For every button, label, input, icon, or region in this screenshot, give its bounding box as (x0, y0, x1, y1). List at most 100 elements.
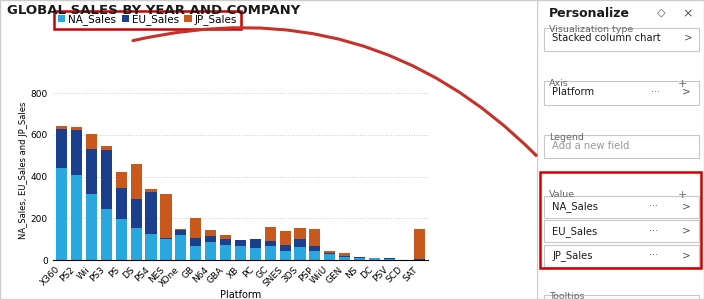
Bar (56, 129, 68, 168)
Bar (220, 245, 231, 260)
Bar (384, 258, 395, 259)
Bar (175, 229, 187, 230)
Text: +: + (677, 190, 686, 200)
Bar (309, 229, 320, 246)
Bar (175, 230, 187, 235)
Text: EU_Sales: EU_Sales (552, 226, 598, 237)
Text: Axis: Axis (549, 79, 569, 88)
Bar (294, 247, 306, 260)
Bar (190, 246, 201, 260)
Text: NA_Sales: NA_Sales (552, 201, 598, 212)
Bar (101, 150, 112, 209)
Bar (56, 126, 68, 129)
Text: Value: Value (549, 190, 575, 199)
X-axis label: Platform: Platform (220, 290, 261, 299)
Bar (265, 227, 276, 241)
Text: >: > (684, 33, 693, 43)
Bar (161, 239, 172, 260)
Bar (115, 172, 127, 188)
Bar (86, 134, 97, 149)
Bar (543, 28, 699, 51)
Bar (339, 257, 350, 260)
Bar (86, 194, 97, 260)
Bar (354, 258, 365, 260)
Text: >: > (682, 87, 691, 97)
Bar (324, 251, 335, 253)
Text: >: > (682, 201, 691, 211)
Bar (250, 248, 261, 260)
Bar (115, 219, 127, 260)
Bar (161, 194, 172, 238)
Bar (339, 256, 350, 257)
Text: Add a new field: Add a new field (552, 141, 629, 150)
Bar (220, 235, 231, 239)
Text: +: + (677, 79, 686, 89)
Text: Stacked column chart: Stacked column chart (552, 33, 661, 43)
Text: Legend: Legend (549, 133, 584, 142)
Bar (543, 196, 699, 218)
Bar (205, 230, 216, 236)
Bar (324, 254, 335, 260)
Bar (190, 218, 201, 238)
Bar (541, 172, 700, 268)
Bar (146, 192, 157, 234)
Text: ···: ··· (649, 250, 658, 260)
Bar (175, 235, 187, 260)
Text: ···: ··· (650, 87, 660, 97)
Bar (413, 259, 425, 260)
Text: ◇: ◇ (658, 7, 666, 17)
Text: Personalize: Personalize (549, 7, 630, 20)
Bar (115, 188, 127, 219)
Bar (131, 164, 142, 199)
Bar (279, 245, 291, 251)
Bar (369, 258, 380, 260)
Bar (294, 228, 306, 239)
Bar (56, 168, 68, 260)
Bar (543, 245, 699, 267)
Bar (71, 130, 82, 175)
Bar (309, 251, 320, 260)
Text: Visualization type: Visualization type (549, 25, 633, 34)
Bar (146, 189, 157, 192)
Text: Tooltips: Tooltips (549, 292, 584, 299)
Text: ×: × (682, 7, 693, 20)
Text: >: > (682, 250, 691, 260)
Bar (190, 238, 201, 246)
Bar (220, 239, 231, 245)
Bar (235, 240, 246, 246)
Bar (101, 146, 112, 150)
Bar (339, 254, 350, 256)
Bar (250, 239, 261, 248)
Bar (279, 231, 291, 245)
Bar (279, 251, 291, 260)
Bar (543, 135, 699, 158)
Bar (101, 209, 112, 260)
Bar (265, 241, 276, 245)
Bar (205, 242, 216, 260)
Text: ···: ··· (649, 226, 658, 236)
Bar (146, 234, 157, 260)
Text: ···: ··· (649, 201, 658, 211)
Bar (543, 81, 699, 105)
Bar (384, 259, 395, 260)
Bar (354, 257, 365, 258)
Text: JP_Sales: JP_Sales (552, 250, 593, 261)
Bar (71, 127, 82, 130)
Bar (543, 295, 699, 299)
Bar (309, 246, 320, 251)
Bar (235, 246, 246, 260)
Bar (161, 238, 172, 239)
Bar (413, 229, 425, 259)
Bar (131, 199, 142, 228)
Bar (71, 175, 82, 260)
Bar (294, 239, 306, 247)
Bar (131, 228, 142, 260)
Bar (86, 149, 97, 194)
Bar (205, 236, 216, 242)
Text: >: > (682, 226, 691, 236)
Text: GLOBAL SALES BY YEAR AND COMPANY: GLOBAL SALES BY YEAR AND COMPANY (7, 4, 301, 17)
Y-axis label: NA_Sales, EU_Sales and JP_Sales: NA_Sales, EU_Sales and JP_Sales (19, 102, 28, 239)
Bar (324, 253, 335, 254)
Bar (543, 220, 699, 242)
Bar (265, 245, 276, 260)
